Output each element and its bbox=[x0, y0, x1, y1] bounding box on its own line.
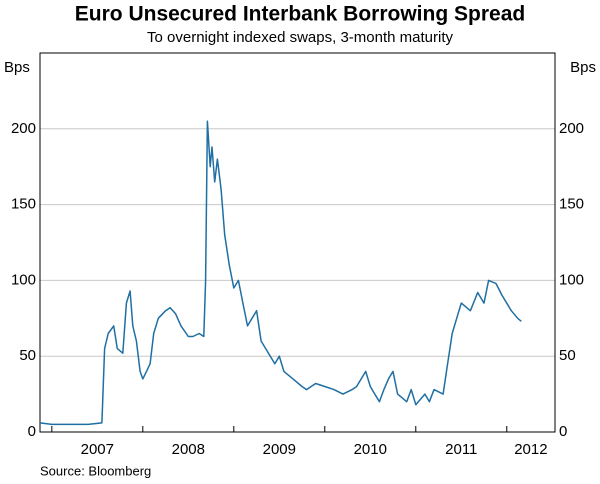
y-tick-label: 50 bbox=[19, 347, 36, 364]
y2-tick-label: 150 bbox=[559, 196, 584, 213]
y2-tick-label: 50 bbox=[559, 347, 576, 364]
x-tick-label: 2009 bbox=[263, 441, 296, 458]
chart-title: Euro Unsecured Interbank Borrowing Sprea… bbox=[75, 3, 525, 26]
data-line bbox=[39, 120, 522, 426]
x-tick-label: 2007 bbox=[81, 441, 114, 458]
y-tick-label: 200 bbox=[11, 120, 36, 137]
y2-tick-label: 0 bbox=[559, 423, 567, 440]
x-tick-label: 2012 bbox=[514, 441, 547, 458]
x-tick-label: 2011 bbox=[445, 441, 477, 458]
y-tick-label: 150 bbox=[11, 196, 36, 213]
y-axis-label: Bps bbox=[4, 59, 30, 76]
chart-subtitle: To overnight indexed swaps, 3-month matu… bbox=[147, 29, 453, 46]
source: Source: Bloomberg bbox=[40, 463, 151, 478]
y2-tick-label: 200 bbox=[559, 120, 584, 137]
y2-tick-label: 100 bbox=[559, 271, 584, 288]
y2-axis-label: Bps bbox=[570, 59, 596, 76]
x-tick-label: 2008 bbox=[172, 441, 205, 458]
x-tick-label: 2010 bbox=[354, 441, 387, 458]
y-tick-label: 100 bbox=[11, 271, 36, 288]
plot-frame bbox=[39, 52, 556, 433]
y-tick-label: 0 bbox=[28, 423, 36, 440]
